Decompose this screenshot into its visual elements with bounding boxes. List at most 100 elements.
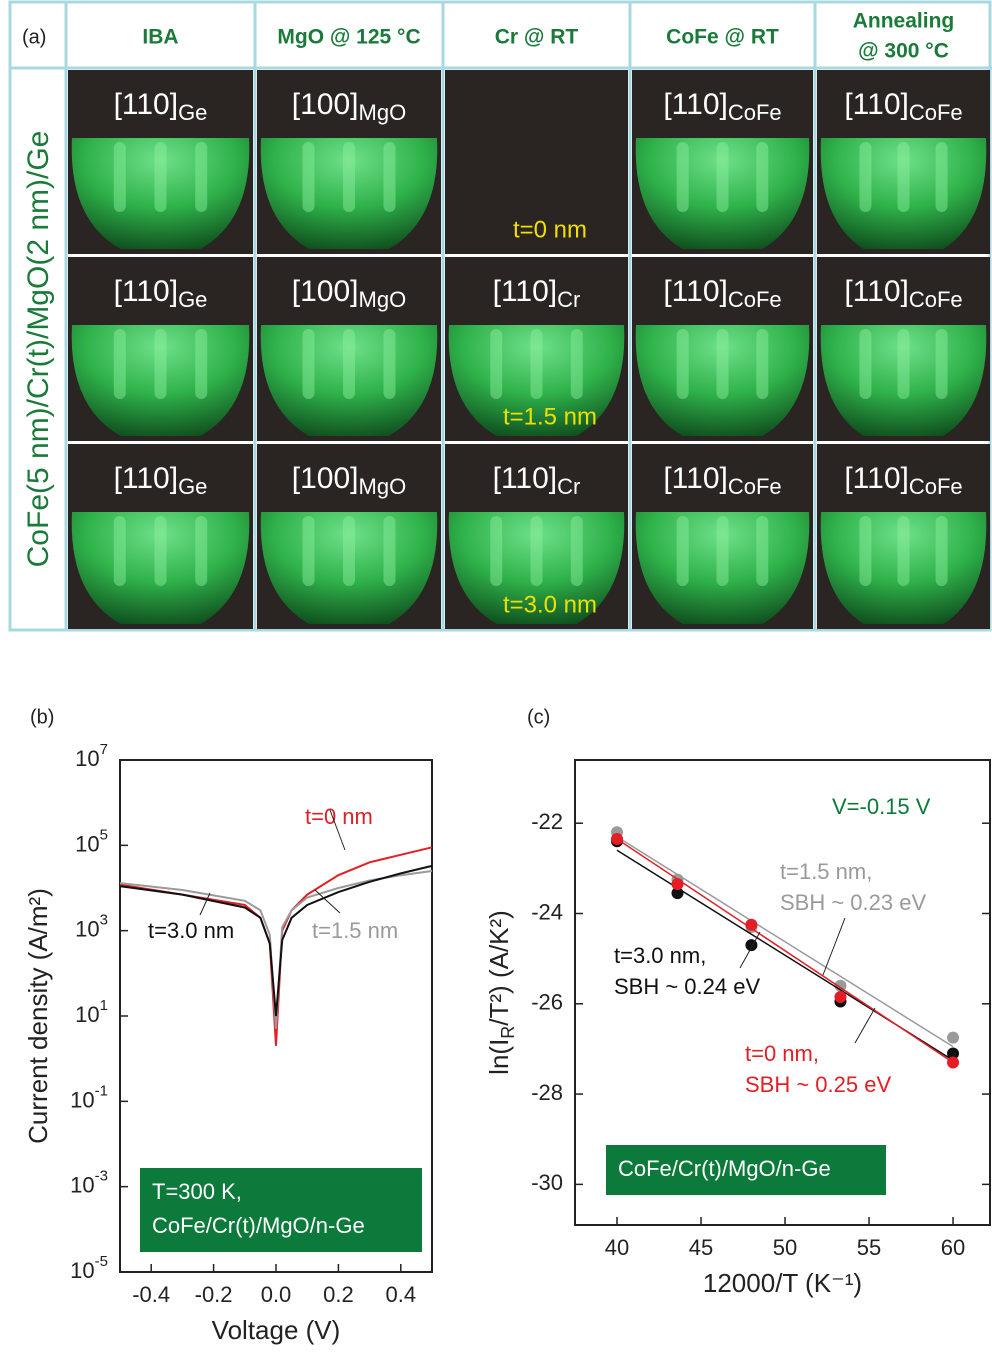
panel-label: (b) xyxy=(30,706,54,728)
y-tick-label: 105 xyxy=(75,826,108,856)
y-tick-label: 10-1 xyxy=(70,1082,108,1112)
series-sbh: SBH ~ 0.25 eV xyxy=(745,1072,891,1097)
rheed-streak xyxy=(756,142,768,212)
y-tick-label: 10-3 xyxy=(70,1168,108,1198)
rheed-streak xyxy=(195,516,207,586)
y-tick-exponent: -5 xyxy=(95,1253,108,1270)
y-tick-label: -24 xyxy=(531,899,563,924)
cell-label-sub: Cr xyxy=(557,287,580,312)
pointer xyxy=(823,918,845,975)
cell-label-main: [100] xyxy=(292,275,359,308)
cell-label-main: [110] xyxy=(844,88,909,121)
rheed-streak xyxy=(898,516,910,586)
rheed-streak xyxy=(859,142,871,212)
rheed-streak xyxy=(936,516,948,586)
rheed-streak xyxy=(717,329,729,399)
data-point xyxy=(745,919,757,931)
cell-label-sub: CoFe xyxy=(909,287,963,312)
rheed-streak xyxy=(343,329,355,399)
cell-label-sub: CoFe xyxy=(909,474,963,499)
y-tick-base: 10 xyxy=(75,746,99,771)
rheed-streak xyxy=(114,142,126,212)
rheed-streak xyxy=(303,329,315,399)
pointer xyxy=(855,1008,875,1043)
page: {"panel_a": {"label": "(a)", "columns": … xyxy=(0,0,992,1355)
x-axis-label: Voltage (V) xyxy=(212,1315,341,1345)
y-axis-label-main: ln(I xyxy=(484,1039,514,1075)
column-header: MgO @ 125 °C xyxy=(277,26,420,49)
info-box-text: CoFe/Cr(t)/MgO/n-Ge xyxy=(152,1213,365,1238)
rheed-streak xyxy=(155,516,167,586)
panel-label: (a) xyxy=(22,26,46,48)
rheed-streak xyxy=(717,516,729,586)
cell-label-sub: CoFe xyxy=(728,100,782,125)
rheed-streak xyxy=(195,329,207,399)
y-tick-exponent: 7 xyxy=(100,741,108,758)
rheed-streak xyxy=(343,516,355,586)
rheed-streak xyxy=(303,516,315,586)
x-tick-label: 0.2 xyxy=(323,1282,354,1307)
rheed-streak xyxy=(859,329,871,399)
panel-label: (c) xyxy=(527,706,550,728)
cell-label-main: [110] xyxy=(663,275,728,308)
series-sbh: SBH ~ 0.23 eV xyxy=(780,890,926,915)
y-axis-label: Current density (A/m²) xyxy=(23,888,53,1144)
thickness-label: t=3.0 nm xyxy=(503,591,597,618)
rheed-streak xyxy=(898,329,910,399)
x-axis-label: 12000/T (K⁻¹) xyxy=(703,1268,862,1298)
cell-label-sub: MgO xyxy=(359,474,407,499)
rheed-streak xyxy=(898,142,910,212)
cell-label-sub: Ge xyxy=(178,100,207,125)
x-tick-label: -0.2 xyxy=(195,1282,233,1307)
series-label: t=1.5 nm, xyxy=(780,859,872,884)
cell-label-sub: Ge xyxy=(178,474,207,499)
column-header: CoFe @ RT xyxy=(666,26,779,49)
rheed-streak xyxy=(114,329,126,399)
series-sbh: SBH ~ 0.24 eV xyxy=(614,974,760,999)
rheed-streak xyxy=(195,142,207,212)
x-tick-label: 60 xyxy=(941,1235,965,1260)
data-point xyxy=(671,878,683,890)
pointer xyxy=(200,893,210,915)
rheed-streak xyxy=(859,516,871,586)
y-tick-base: 10 xyxy=(75,831,99,856)
rheed-streak xyxy=(155,142,167,212)
y-tick-label: -22 xyxy=(531,809,563,834)
data-point xyxy=(947,1032,959,1044)
x-tick-label: 40 xyxy=(605,1235,629,1260)
info-box-text: CoFe/Cr(t)/MgO/n-Ge xyxy=(618,1156,831,1181)
y-axis-label: ln(IR/T²) (A/K²) xyxy=(484,910,518,1075)
cell-label-sub: Cr xyxy=(557,474,580,499)
rheed-streak xyxy=(571,516,583,586)
series-label: t=1.5 nm xyxy=(312,918,398,943)
y-tick-exponent: -3 xyxy=(95,1168,108,1185)
rheed-streak xyxy=(936,142,948,212)
pointer xyxy=(740,932,760,968)
cell-label-main: [110] xyxy=(844,462,909,495)
y-tick-exponent: 3 xyxy=(100,912,108,929)
column-header: Cr @ RT xyxy=(495,26,579,49)
x-tick-label: 45 xyxy=(689,1235,713,1260)
y-tick-label: 101 xyxy=(75,997,108,1027)
cell-label-sub: MgO xyxy=(359,100,407,125)
y-tick-base: 10 xyxy=(70,1172,94,1197)
y-tick-base: 10 xyxy=(70,1258,94,1283)
cell-label-main: [110] xyxy=(114,275,179,308)
cell-label-sub: MgO xyxy=(359,287,407,312)
rheed-streak xyxy=(756,329,768,399)
y-axis-label-sub: R xyxy=(498,1026,518,1039)
series-label: t=0 nm xyxy=(305,804,373,829)
y-tick-label: 107 xyxy=(75,741,108,771)
rheed-streak xyxy=(383,329,395,399)
column-header: Annealing xyxy=(853,10,955,33)
cell-label-sub: Ge xyxy=(178,287,207,312)
thickness-label: t=0 nm xyxy=(513,216,587,243)
y-tick-label: -28 xyxy=(531,1080,563,1105)
rheed-streak xyxy=(303,142,315,212)
x-tick-label: 50 xyxy=(773,1235,797,1260)
cell-label-main: [100] xyxy=(292,88,359,121)
column-header: @ 300 °C xyxy=(858,40,949,63)
cell-label-sub: CoFe xyxy=(728,287,782,312)
rheed-streak xyxy=(677,516,689,586)
cell-label-main: [110] xyxy=(663,462,728,495)
